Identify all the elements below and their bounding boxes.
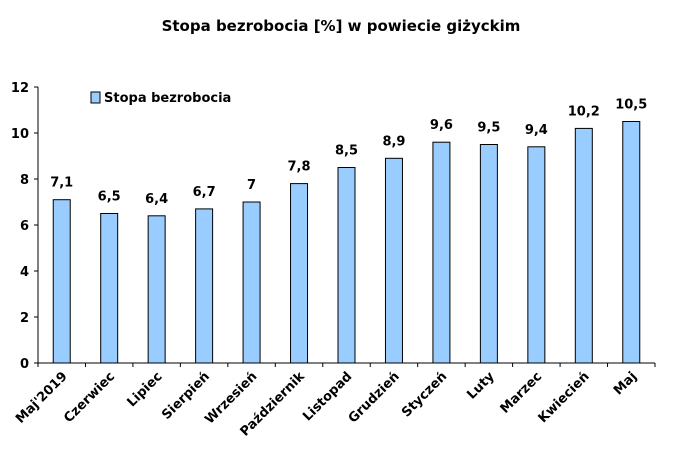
data-label: 7 [247,178,256,193]
data-label: 7,1 [50,176,73,191]
category-label: Luty [464,369,498,403]
y-tick-label: 0 [20,357,29,372]
data-label: 10,5 [615,98,647,113]
legend-swatch [90,91,101,104]
data-label: 9,6 [430,118,453,133]
legend-label: Stopa bezrobocia [104,91,231,106]
bar [432,141,451,364]
data-label: 6,7 [193,185,216,200]
y-tick-label: 6 [20,219,29,234]
bar [384,157,403,364]
bar [147,215,166,364]
bar [574,127,593,364]
plot-area: 0 2 4 6 8 10 12 7,1 Maj'2019 6,5 Czerwiec 6,4 Lipiec… [11,81,656,440]
category-label: Styczeń [399,369,450,420]
data-label: 8,9 [382,134,405,149]
y-tick-label: 2 [20,311,29,326]
category-label: Marzec [498,369,546,417]
category-label: Kwiecień [536,369,593,426]
bar [337,167,356,364]
bar [195,208,214,364]
y-tick-label: 8 [20,173,29,188]
bar [242,201,261,364]
category-label: Maj [611,369,640,398]
bar [622,121,641,364]
data-label: 8,5 [335,144,358,159]
category-label: Maj'2019 [13,369,71,427]
y-tick-label: 12 [11,81,29,96]
chart-title: Stopa bezrobocia [%] w powiecie giżyckim [162,17,521,35]
bar [52,199,71,364]
data-label: 6,5 [98,190,121,205]
bar [479,144,498,364]
y-tick-label: 4 [20,265,29,280]
category-label: Czerwiec [61,369,118,426]
legend: Stopa bezrobocia [90,91,231,106]
y-tick-label: 10 [11,127,29,142]
category-label: Grudzień [346,369,403,426]
bar [527,146,546,364]
category-label: Lipiec [124,369,165,410]
data-label: 9,5 [477,121,500,136]
data-label: 6,4 [145,192,168,207]
bar [100,213,119,364]
data-label: 7,8 [288,160,311,175]
data-label: 9,4 [525,123,548,138]
data-label: 10,2 [568,104,600,119]
bar [290,183,309,364]
